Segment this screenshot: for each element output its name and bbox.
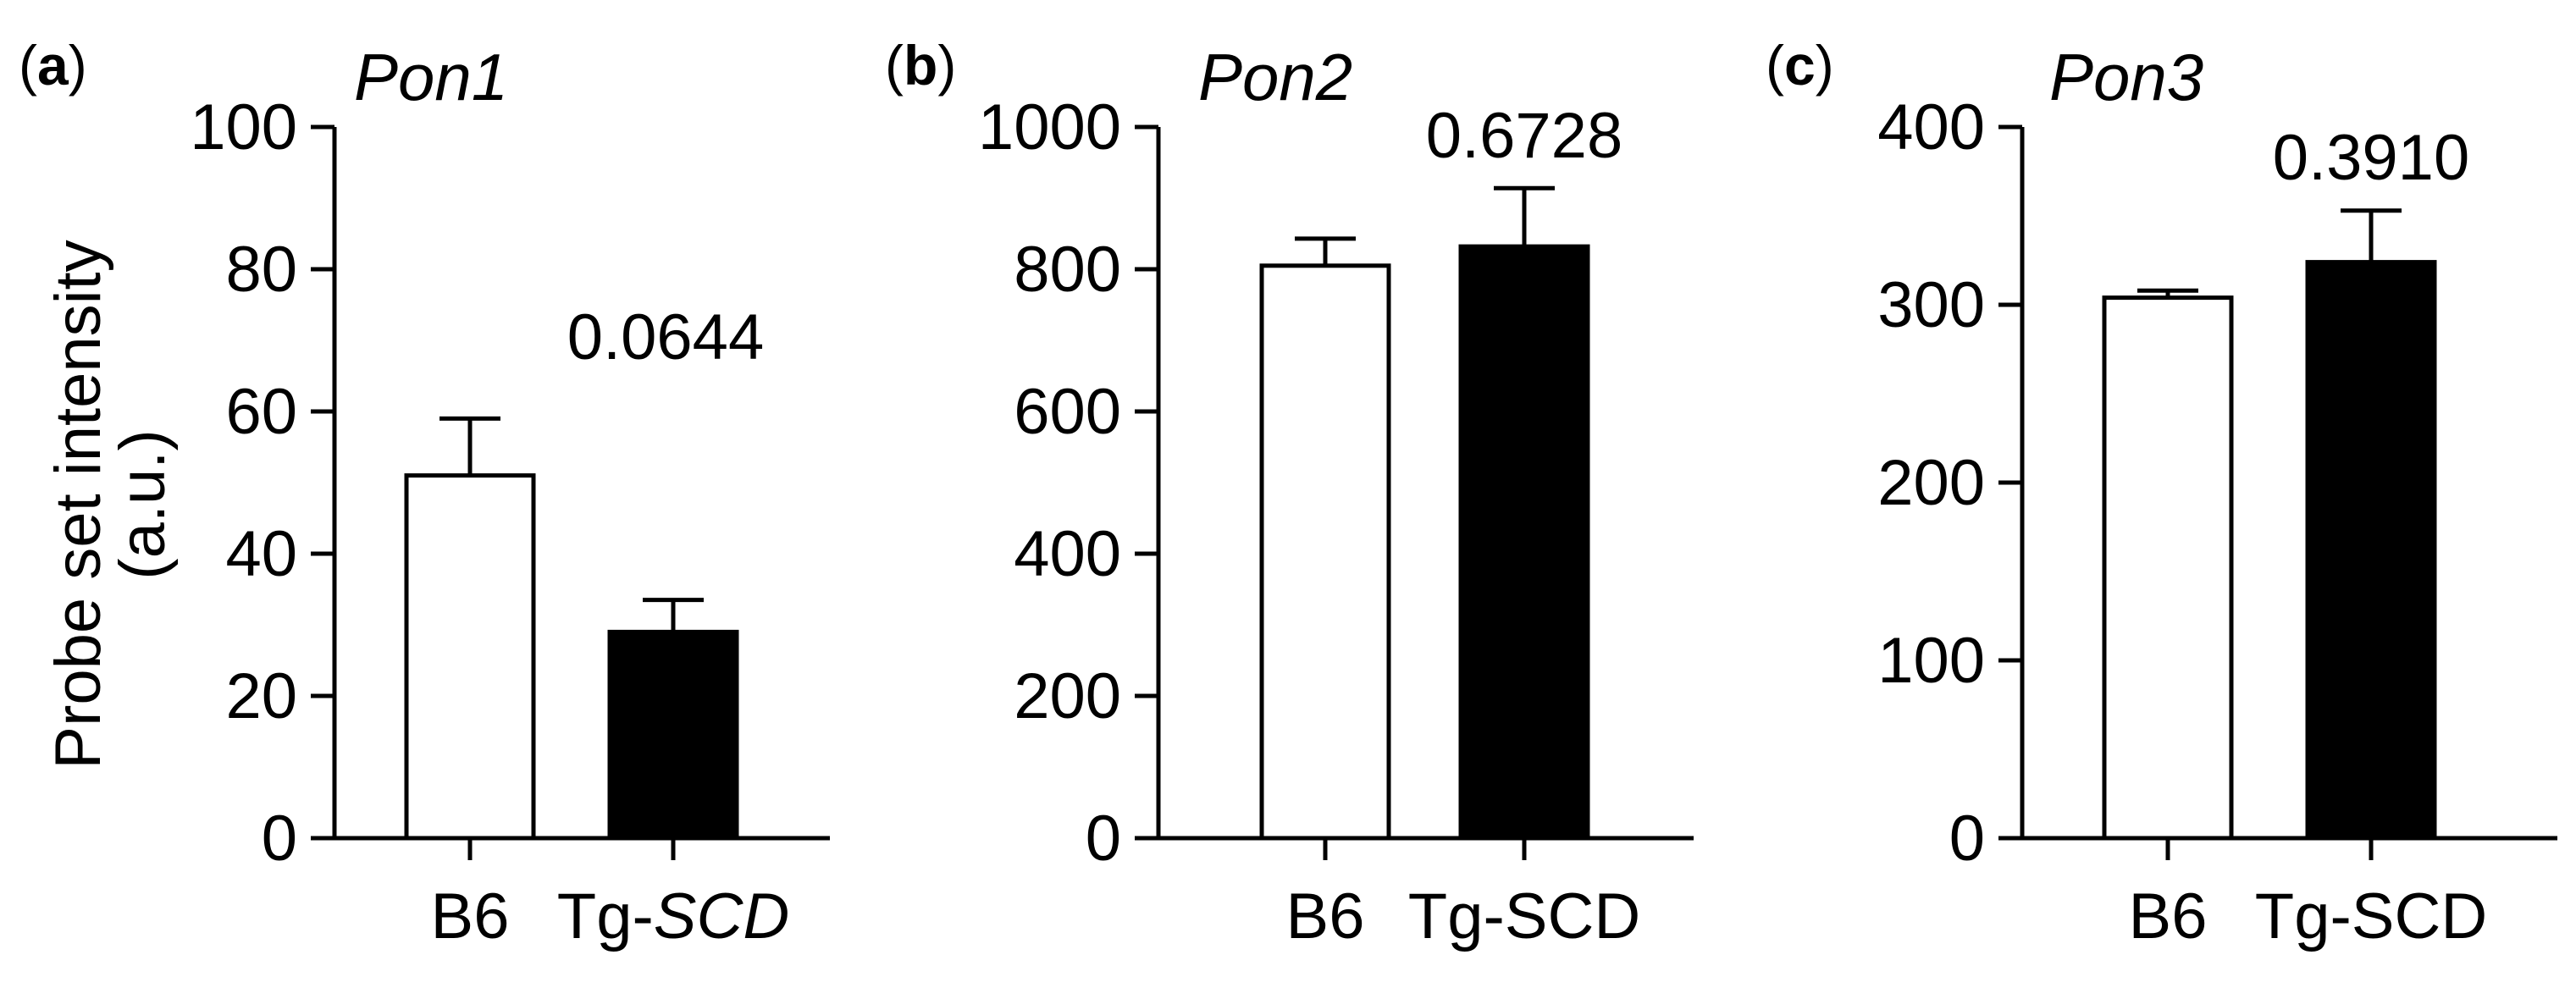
panel-a-ylabel-line2: (a.u.) xyxy=(107,429,179,579)
panel-c-y-ticks: 0 100 200 300 400 xyxy=(1877,91,2022,875)
panel-c-title: Pon3 xyxy=(2049,40,2203,114)
panel-a-y-tick-label-60: 60 xyxy=(225,376,297,448)
panel-b-title: Pon2 xyxy=(1198,40,1352,114)
panel-b-letter: b xyxy=(904,34,937,97)
panel-c-y-tick-label-100: 100 xyxy=(1877,625,1985,697)
panel-b-bar-tg-scd xyxy=(1458,244,1590,841)
panel-c-label: (c) xyxy=(1766,34,1834,97)
panel-a: (a) Pon1 Probe set intensity (a.u.) 0 20 4… xyxy=(19,34,830,952)
panel-a-x-label-tg-scd: Tg-SCD xyxy=(557,880,789,952)
panel-a-x-label-tg-prefix: Tg- xyxy=(557,880,654,952)
panel-c-p-value: 0.3910 xyxy=(2273,122,2469,194)
panel-a-y-tick-label-100: 100 xyxy=(190,91,297,163)
panel-a-y-tick-label-80: 80 xyxy=(225,234,297,306)
panel-c-y-tick-label-200: 200 xyxy=(1877,447,1985,519)
panel-b-y-tick-label-1000: 1000 xyxy=(978,91,1121,163)
panel-a-ylabel-line1: Probe set intensity xyxy=(42,240,114,769)
panel-c-y-tick-label-300: 300 xyxy=(1877,269,1985,341)
panel-a-bar-b6 xyxy=(404,473,536,841)
panel-a-bar-tg-scd xyxy=(607,629,739,841)
panel-b: (b) Pon2 0 200 400 600 800 1000 B6 Tg-SCD 0.6… xyxy=(885,34,1694,952)
panel-c-y-tick-label-0: 0 xyxy=(1949,803,1985,875)
panel-c-x-label-tg-scd: Tg-SCD xyxy=(2255,880,2487,952)
panel-b-bar-b6 xyxy=(1259,263,1391,841)
panel-a-letter: a xyxy=(37,34,69,97)
panel-c-bar-tg-scd xyxy=(2305,260,2437,841)
panel-c: (c) Pon3 0 100 200 300 400 B6 Tg-SCD 0.3910 xyxy=(1766,34,2557,952)
panel-b-y-tick-label-200: 200 xyxy=(1014,660,1121,732)
panel-c-y-tick-label-400: 400 xyxy=(1877,91,1985,163)
panel-a-y-ticks: 0 20 40 60 80 100 xyxy=(190,91,334,875)
panel-b-y-tick-label-800: 800 xyxy=(1014,234,1121,306)
panel-a-x-label-b6: B6 xyxy=(431,880,510,952)
panel-b-p-value: 0.6728 xyxy=(1426,100,1622,172)
panel-a-p-value: 0.0644 xyxy=(567,301,764,373)
panel-b-y-tick-label-400: 400 xyxy=(1014,518,1121,590)
panel-a-y-tick-label-20: 20 xyxy=(225,660,297,732)
panel-c-x-label-b6: B6 xyxy=(2129,880,2208,952)
panel-a-label: (a) xyxy=(19,34,87,97)
panel-a-title: Pon1 xyxy=(354,40,508,114)
panel-c-letter: c xyxy=(1784,34,1816,97)
panel-a-y-tick-label-40: 40 xyxy=(225,518,297,590)
panel-b-label: (b) xyxy=(885,34,956,97)
panel-b-y-tick-label-600: 600 xyxy=(1014,376,1121,448)
panel-b-x-label-b6: B6 xyxy=(1286,880,1365,952)
panel-b-y-ticks: 0 200 400 600 800 1000 xyxy=(978,91,1158,875)
panel-b-x-label-tg-scd: Tg-SCD xyxy=(1408,880,1640,952)
panel-c-bar-b6 xyxy=(2102,295,2234,841)
panel-b-y-tick-label-0: 0 xyxy=(1086,803,1121,875)
panel-a-y-tick-label-0: 0 xyxy=(262,803,297,875)
panel-a-x-label-scd-italic: SCD xyxy=(654,880,789,952)
